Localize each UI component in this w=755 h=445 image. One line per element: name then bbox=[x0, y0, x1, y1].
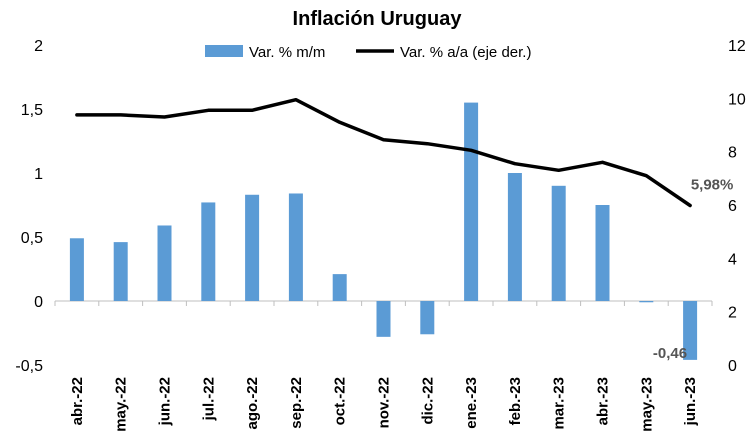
x-tick-label: jun.-23 bbox=[682, 377, 699, 426]
bar bbox=[245, 194, 260, 301]
y-left-tick-label: 0,5 bbox=[21, 230, 43, 247]
bar bbox=[507, 173, 522, 301]
y-left-tick-label: 1 bbox=[34, 166, 43, 183]
bar-series bbox=[69, 102, 698, 360]
y-right-tick-label: 4 bbox=[728, 251, 737, 268]
legend-swatch-bar bbox=[205, 45, 243, 57]
line-path bbox=[75, 97, 692, 208]
y-right-tick-label: 12 bbox=[728, 38, 746, 55]
x-tick-label: abr.-22 bbox=[69, 377, 86, 425]
x-tick-label: dic.-22 bbox=[419, 377, 436, 425]
line-data-label: 5,98% bbox=[691, 177, 734, 194]
x-tick-label: jul.-22 bbox=[200, 377, 217, 421]
y-right-tick-label: 8 bbox=[728, 145, 737, 162]
bar bbox=[464, 102, 479, 301]
x-tick-label: abr.-23 bbox=[595, 377, 612, 425]
x-tick-label: nov.-22 bbox=[376, 377, 393, 428]
chart-title: Inflación Uruguay bbox=[293, 8, 463, 30]
bar bbox=[69, 238, 84, 301]
bar bbox=[332, 274, 347, 301]
axes: -0,5 0 0,5 1 1,5 2 0 2 4 6 8 10 12 abr.-22 may.-22 jun.… bbox=[15, 38, 745, 432]
y-left-tick-label: 2 bbox=[34, 38, 43, 55]
bar-data-label: -0,46 bbox=[653, 345, 687, 362]
line-series bbox=[75, 97, 692, 208]
bar bbox=[113, 242, 128, 301]
bar bbox=[639, 301, 654, 303]
y-left-tick-label: 0 bbox=[34, 294, 43, 311]
bar bbox=[288, 193, 303, 301]
legend: Var. % m/m Var. % a/a (eje der.) bbox=[205, 44, 531, 61]
bar bbox=[420, 301, 435, 335]
x-tick-label: sep.-22 bbox=[288, 377, 305, 429]
bar bbox=[551, 185, 566, 301]
y-right-tick-label: 2 bbox=[728, 305, 737, 322]
y-right-tick-label: 0 bbox=[728, 358, 737, 375]
x-tick-label: ago.-22 bbox=[244, 377, 261, 430]
bar bbox=[683, 301, 698, 360]
y-left-tick-label: -0,5 bbox=[15, 358, 43, 375]
x-tick-label: may.-22 bbox=[113, 377, 130, 432]
y-left-tick-label: 1,5 bbox=[21, 102, 43, 119]
x-tick-label: may.-23 bbox=[638, 377, 655, 432]
x-tick-label: oct.-22 bbox=[332, 377, 349, 425]
bar bbox=[157, 225, 172, 301]
bar bbox=[595, 205, 610, 301]
legend-label-bar: Var. % m/m bbox=[249, 44, 325, 61]
data-labels: -0,46 5,98% bbox=[653, 177, 733, 362]
legend-label-line: Var. % a/a (eje der.) bbox=[400, 44, 531, 61]
y-right-tick-label: 6 bbox=[728, 198, 737, 215]
y-right-tick-label: 10 bbox=[728, 91, 746, 108]
bar bbox=[201, 202, 216, 301]
x-tick-label: ene.-23 bbox=[463, 377, 480, 429]
x-tick-label: feb.-23 bbox=[507, 377, 524, 425]
bar bbox=[376, 301, 391, 337]
x-tick-label: mar.-23 bbox=[551, 377, 568, 430]
x-tick-label: jun.-22 bbox=[157, 377, 174, 426]
